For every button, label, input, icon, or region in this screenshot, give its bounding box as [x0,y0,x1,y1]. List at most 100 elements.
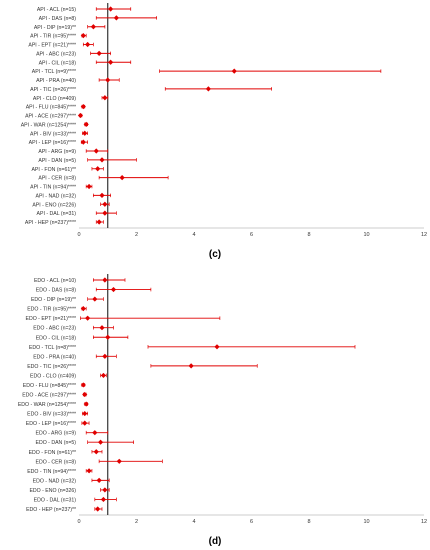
row-label: EDO - TIR (n=95)**** [27,307,76,313]
x-tick-label: 2 [135,232,138,238]
point-estimate-marker [96,219,102,225]
row-label: EDO - CER (n=8) [36,459,77,465]
point-estimate-marker [205,86,211,92]
point-estimate-marker [102,95,108,101]
row-label: EDO - EPT (n=21)**** [25,316,76,322]
point-estimate-marker [80,306,86,312]
point-estimate-marker [102,487,108,493]
row-label: API - CIL (n=18) [39,60,77,66]
row-label: API - CER (n=8) [38,176,76,182]
row-label: API - DIP (n=19)** [34,25,76,31]
point-estimate-marker [80,139,86,145]
row-label: EDO - NAD (n=32) [33,478,77,484]
row-label: EDO - ACL (n=10) [34,278,76,284]
point-estimate-marker [82,420,88,426]
point-estimate-marker [99,157,105,163]
row-label: API - TIC (n=26)**** [30,87,76,93]
row-label: API - DAN (n=5) [38,158,76,164]
point-estimate-marker [188,363,194,369]
row-label: EDO - BIV (n=33)**** [27,412,76,418]
x-tick-label: 4 [192,519,195,525]
point-estimate-marker [102,353,108,359]
point-estimate-marker [93,148,99,154]
panel-d-forest-plot: 0 2 4 6 8 10 12 EDO - ACL (n=10) EDO - DAS (n=8)… [18,274,427,525]
row-label: API - TIN (n=94)**** [30,185,76,191]
point-estimate-marker [100,372,107,379]
point-estimate-marker [86,183,92,190]
row-label: API - LEP (n=16)**** [29,140,76,146]
x-tick-label: 0 [77,519,80,525]
row-label: API - WAR (n=1254)**** [21,122,76,128]
point-estimate-marker [83,401,89,407]
point-estimate-marker [108,59,114,65]
row-label: EDO - ACE (n=297)**** [22,393,76,399]
point-estimate-marker [96,477,102,483]
row-label: EDO - TIC (n=26)**** [27,364,76,370]
row-label: EDO - ABC (n=23) [33,326,76,332]
panel-c-label: (c) [209,249,221,260]
x-tick-label: 8 [307,232,310,238]
point-estimate-marker [110,286,117,293]
row-label: API - FLU (n=845)**** [26,105,76,111]
x-tick-label: 12 [421,519,427,525]
row-label: EDO - CIL (n=18) [36,335,77,341]
row-label: API - NAD (n=32) [35,193,76,199]
row-label: API - ACE (n=297)**** [25,114,76,120]
row-label: API - DAS (n=8) [39,16,77,22]
row-label: API - TIR (n=95)**** [30,34,76,40]
point-estimate-marker [92,296,98,302]
row-label: EDO - DAL (n=31) [34,497,77,503]
point-estimate-marker [116,458,122,464]
panel-d-label: (d) [209,536,222,547]
panel-c-forest-plot: 0 2 4 6 8 10 12 API - ACL (n=15) API - DAS (n=8)… [21,3,427,238]
point-estimate-marker [80,104,86,110]
point-estimate-marker [96,50,102,56]
point-estimate-marker [99,325,105,331]
row-label: EDO - ENO (n=326) [29,488,76,494]
point-estimate-marker [83,121,89,127]
x-tick-label: 10 [363,232,369,238]
row-label: EDO - LEP (n=16)**** [26,421,76,427]
point-estimate-marker [99,192,105,198]
point-estimate-marker [85,315,91,321]
row-label: EDO - PRA (n=40) [33,354,76,360]
row-label: EDO - TIN (n=94)**** [27,469,76,475]
row-label: EDO - WAR (n=1254)**** [18,402,76,408]
point-estimate-marker [95,506,101,512]
point-estimate-marker [85,41,91,48]
row-label: API - BIV (n=33)**** [30,131,76,137]
row-label: API - ABC (n=23) [36,51,76,57]
row-label: EDO - TCL (n=8)**** [29,345,76,351]
row-label: EDO - DIP (n=19)** [31,297,76,303]
row-label: EDO - DAN (n=5) [36,440,77,446]
row-label: API - PRA (n=40) [36,78,76,84]
row-label: EDO - ARG (n=9) [35,431,76,437]
point-estimate-marker [93,449,99,455]
point-estimate-marker [80,382,86,388]
row-label: API - ENO (n=226) [32,202,76,208]
point-estimate-marker [100,496,107,503]
point-estimate-marker [95,166,101,172]
point-estimate-marker [113,15,119,21]
x-tick-label: 10 [363,519,369,525]
row-label: API - DAL (n=31) [37,211,77,217]
row-label: API - EPT (n=21)**** [28,43,76,49]
row-label: EDO - HEP (n=237)** [26,507,76,513]
x-tick-label: 2 [135,519,138,525]
row-label: EDO - FLU (n=845)**** [23,383,76,389]
point-estimate-marker [90,24,96,30]
point-estimate-marker [82,410,88,417]
point-estimate-marker [86,468,92,474]
row-label: API - FON (n=61)** [31,167,76,173]
point-estimate-marker [108,6,114,12]
row-label: API - ACL (n=15) [37,7,76,13]
point-estimate-marker [77,112,84,119]
point-estimate-marker [97,439,104,445]
x-tick-label: 6 [250,232,253,238]
point-estimate-marker [102,277,108,283]
point-estimate-marker [105,334,111,340]
row-label: API - HEP (n=237)**** [25,220,76,226]
x-tick-label: 8 [307,519,310,525]
x-tick-label: 0 [77,232,80,238]
